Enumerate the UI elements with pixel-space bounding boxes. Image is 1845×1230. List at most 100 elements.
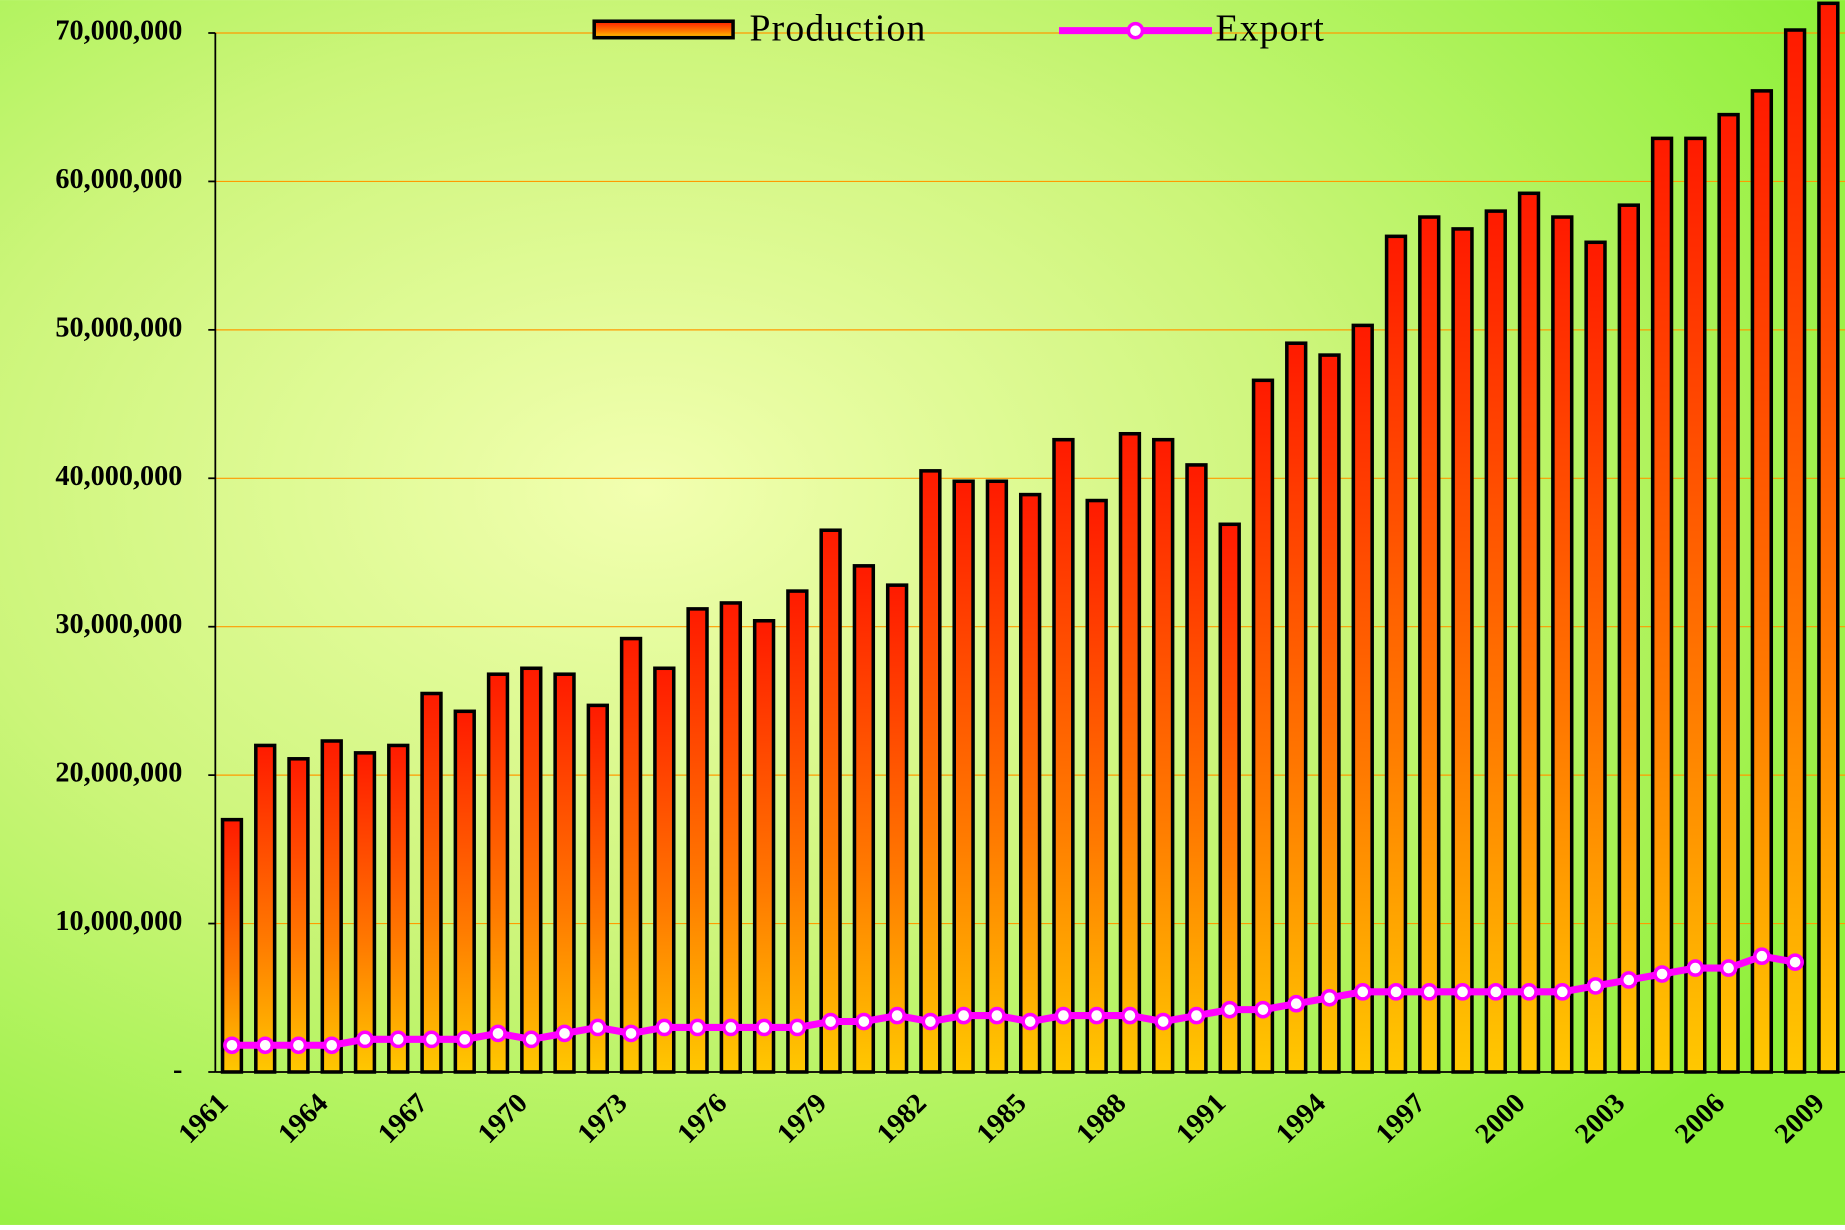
bar bbox=[1584, 240, 1607, 1074]
marker bbox=[555, 1024, 574, 1043]
bar bbox=[1085, 498, 1108, 1074]
bar bbox=[752, 619, 776, 1074]
marker bbox=[522, 1030, 541, 1049]
y-tick-label: 50,000,000 bbox=[55, 312, 182, 343]
marker bbox=[1486, 983, 1505, 1001]
bar bbox=[952, 479, 975, 1074]
bar bbox=[1418, 215, 1441, 1074]
marker bbox=[256, 1036, 275, 1055]
marker bbox=[1021, 1012, 1039, 1031]
marker bbox=[1553, 983, 1572, 1001]
bar bbox=[852, 564, 876, 1074]
y-tick-label: 60,000,000 bbox=[55, 164, 182, 195]
y-tick-label: - bbox=[173, 1054, 182, 1085]
marker bbox=[1187, 1006, 1206, 1025]
bar bbox=[1018, 492, 1042, 1074]
bar bbox=[220, 817, 244, 1074]
marker bbox=[1619, 971, 1638, 989]
marker bbox=[1287, 994, 1306, 1013]
bar bbox=[1617, 203, 1640, 1074]
bar bbox=[1783, 28, 1807, 1074]
bar bbox=[1118, 431, 1142, 1074]
marker bbox=[1520, 983, 1538, 1001]
bar bbox=[1717, 112, 1740, 1074]
bar bbox=[1251, 378, 1275, 1074]
bar bbox=[719, 601, 743, 1074]
bar bbox=[1384, 234, 1408, 1074]
bar bbox=[619, 636, 643, 1074]
y-tick-label: 30,000,000 bbox=[55, 609, 182, 640]
marker bbox=[755, 1018, 773, 1037]
marker bbox=[1653, 965, 1671, 983]
marker bbox=[1121, 1006, 1139, 1025]
bar bbox=[1451, 227, 1474, 1074]
bar bbox=[653, 666, 676, 1074]
bar bbox=[586, 703, 609, 1074]
marker bbox=[588, 1018, 607, 1037]
marker bbox=[1453, 983, 1472, 1001]
marker bbox=[722, 1018, 740, 1037]
marker bbox=[954, 1006, 973, 1025]
bar bbox=[1285, 341, 1308, 1074]
marker bbox=[1686, 959, 1705, 977]
bar bbox=[1750, 89, 1774, 1074]
bar bbox=[819, 528, 842, 1074]
bar bbox=[520, 666, 543, 1074]
bar bbox=[885, 583, 909, 1074]
bar bbox=[287, 757, 310, 1074]
marker bbox=[455, 1030, 474, 1049]
y-tick-label: 70,000,000 bbox=[55, 15, 182, 46]
y-tick-label: 40,000,000 bbox=[55, 461, 182, 492]
marker bbox=[688, 1018, 707, 1037]
bar bbox=[254, 743, 277, 1074]
y-tick-label: 20,000,000 bbox=[55, 758, 182, 789]
marker bbox=[389, 1030, 408, 1049]
bar bbox=[1152, 437, 1175, 1074]
marker bbox=[223, 1036, 241, 1055]
marker bbox=[289, 1036, 308, 1055]
legend-label: Production bbox=[750, 7, 927, 49]
bar bbox=[387, 743, 410, 1074]
marker bbox=[655, 1018, 674, 1037]
bar bbox=[1551, 215, 1574, 1074]
bar bbox=[686, 607, 709, 1074]
legend-marker bbox=[1126, 21, 1145, 40]
marker bbox=[788, 1018, 807, 1037]
bar bbox=[1684, 136, 1707, 1074]
bar bbox=[320, 739, 343, 1074]
bar bbox=[1484, 209, 1507, 1074]
legend-label: Export bbox=[1215, 7, 1325, 49]
legend-swatch bbox=[592, 19, 735, 40]
marker bbox=[622, 1024, 640, 1043]
marker bbox=[1087, 1006, 1106, 1025]
marker bbox=[1387, 983, 1405, 1001]
marker bbox=[1353, 983, 1372, 1001]
bar bbox=[1318, 353, 1341, 1074]
marker bbox=[855, 1012, 873, 1031]
bar bbox=[919, 469, 942, 1074]
marker bbox=[489, 1024, 507, 1043]
marker bbox=[1154, 1012, 1173, 1031]
bar bbox=[1650, 136, 1674, 1074]
bar bbox=[420, 691, 443, 1074]
bar bbox=[1218, 522, 1241, 1074]
bar bbox=[1185, 463, 1208, 1074]
marker bbox=[1586, 977, 1605, 995]
marker bbox=[1054, 1006, 1073, 1025]
marker bbox=[921, 1012, 940, 1031]
marker bbox=[1753, 947, 1771, 966]
marker bbox=[1220, 1000, 1239, 1019]
bar bbox=[786, 589, 809, 1074]
marker bbox=[1420, 983, 1439, 1001]
bar bbox=[1351, 323, 1374, 1074]
marker bbox=[322, 1036, 341, 1055]
bar bbox=[985, 479, 1009, 1074]
bar bbox=[1817, 1, 1840, 1074]
marker bbox=[888, 1006, 906, 1025]
bar bbox=[353, 751, 377, 1074]
bar bbox=[553, 672, 576, 1074]
bar bbox=[486, 672, 510, 1074]
marker bbox=[988, 1006, 1006, 1025]
marker bbox=[1320, 988, 1339, 1007]
